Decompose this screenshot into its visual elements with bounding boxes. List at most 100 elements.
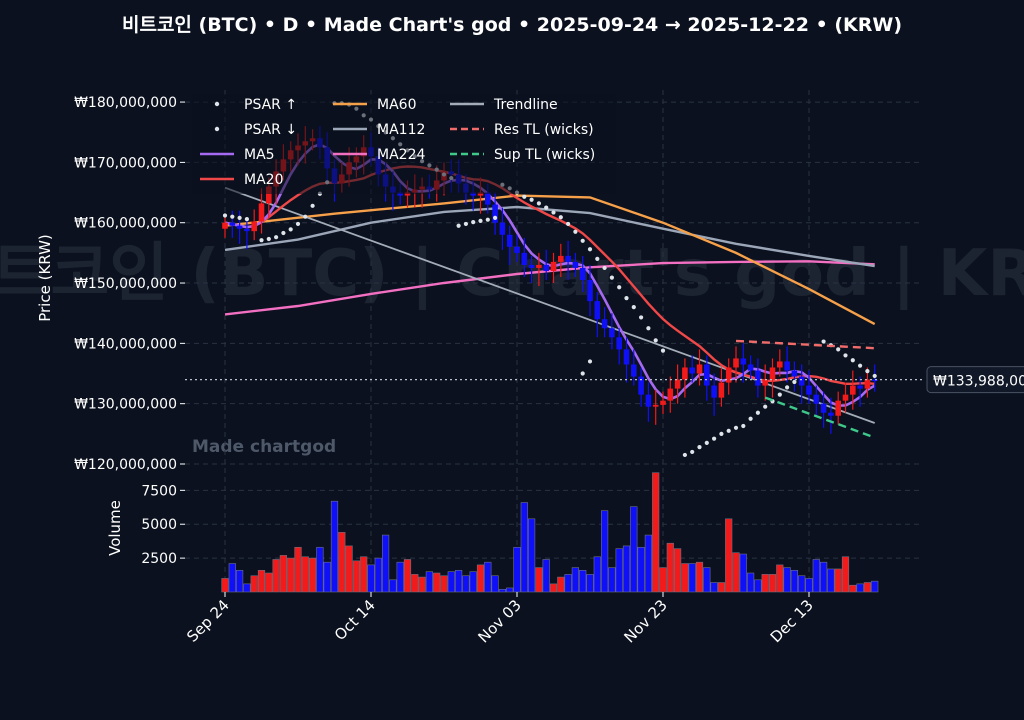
candle-body [828,412,834,416]
candle [594,292,601,338]
candle [652,389,659,425]
candle-body [565,255,571,262]
volume-bar [856,583,864,593]
candle-body [558,255,564,262]
candle-body [528,264,535,268]
psar-dot [609,275,615,280]
candle-body [485,192,491,205]
volume-bar [411,574,419,593]
volume-bar [593,556,601,593]
candle-body [506,234,513,247]
legend-label: Sup TL (wicks) [494,147,595,163]
psar-dot [310,203,315,208]
candle-body [477,192,484,196]
psar-dot [785,385,790,390]
psar-dot [660,348,666,353]
candle [536,252,542,287]
psar-dot [522,194,527,199]
volume-bar [447,571,455,593]
psar-dot [733,425,739,430]
psar-dot [456,223,461,228]
volume-bar [783,567,791,593]
candle [506,225,513,265]
legend-item: MA5 [200,147,275,163]
candle-body [864,379,871,389]
price-tick-label: ₩130,000,000 [74,397,177,413]
volume-bar [776,564,784,593]
psar-dot [529,197,534,202]
candle-body [798,376,805,386]
price-tick-label: ₩150,000,000 [74,276,177,292]
candle-body [514,246,520,253]
volume-bar [513,546,521,593]
volume-bar [236,570,244,593]
psar-dot [843,353,848,358]
volume-bar [257,570,266,593]
candle [258,188,265,234]
candle [871,364,878,392]
candle [682,358,688,398]
candle-body [521,252,528,265]
volume-bar [243,583,251,593]
price-tick-label: ₩120,000,000 [74,457,177,473]
candle-body [842,394,849,401]
legend-label: MA20 [244,172,283,188]
candle [784,346,790,383]
candle-body [222,222,228,229]
psar-dot [230,214,235,219]
candle-body [470,192,476,196]
legend-label: PSAR ↓ [244,122,297,138]
candle-body [769,367,776,380]
candle-body [244,228,250,232]
volume-bar [535,567,543,593]
legend-label: MA60 [377,97,416,113]
candle [755,358,761,398]
psar-dot [580,371,585,376]
candle-body [550,261,557,271]
resistance-trendline [735,339,875,350]
candle [725,358,732,395]
volume-bar [396,561,404,593]
psar-dot [303,214,308,219]
psar-dot [726,428,731,433]
psar-dot [617,285,622,290]
volume-bar [352,560,361,593]
candle [638,367,644,407]
volume-bar [615,548,623,593]
psar-dot [602,265,607,271]
price-tick-label: ₩140,000,000 [74,336,177,352]
price-tick-label: ₩170,000,000 [74,155,177,171]
candle [747,355,754,380]
candle-body [696,364,703,374]
legend-label: MA5 [244,147,275,163]
candle [660,391,666,414]
candle-body [266,186,272,204]
psar-dot [587,359,593,364]
candle [492,192,498,235]
volume-bar [768,574,777,593]
candle [244,219,250,250]
candle-body [536,264,542,268]
x-tick-label: Sep 24 [183,596,233,646]
candle-body [572,261,579,268]
volume-bar [323,561,331,593]
psar-dot [281,230,286,236]
volume-bar [659,567,667,593]
x-tick-label: Oct 14 [331,596,379,644]
candle-body [718,382,725,398]
candle [806,370,812,404]
legend-label: PSAR ↑ [244,97,297,113]
volume-bar [330,500,339,593]
volume-bar [571,567,579,593]
psar-dot [821,339,826,344]
candle [842,382,849,413]
volume-bar [221,578,229,593]
legend-box [192,94,616,194]
candle [704,355,710,401]
psar-dot [551,210,556,215]
candle-body [711,385,717,398]
candle [528,255,535,284]
psar-dot [872,373,877,379]
legend-item: MA20 [200,172,283,188]
